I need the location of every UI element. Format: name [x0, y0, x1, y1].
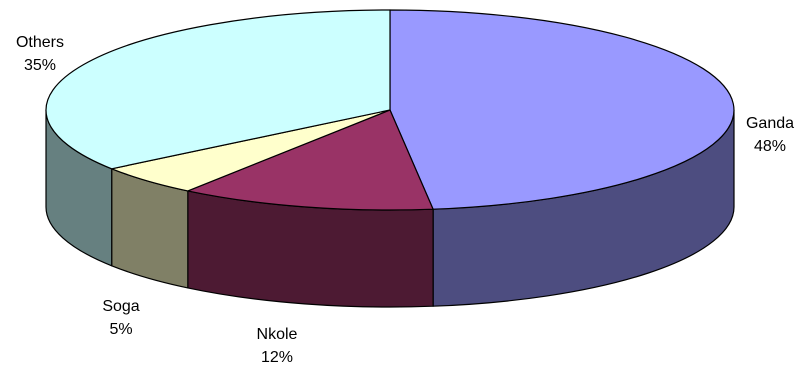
label-others-value: 35%: [24, 57, 56, 74]
pie-labels: Ganda 48% Nkole 12% Soga 5% Others 35%: [16, 34, 794, 366]
pie-tops: [45, 9, 735, 211]
label-nkole-value: 12%: [261, 349, 293, 366]
slice-ganda: [389, 9, 735, 210]
label-ganda-name: Ganda: [746, 115, 794, 132]
label-others-name: Others: [16, 34, 64, 51]
label-soga-value: 5%: [109, 321, 132, 338]
pie-sides: [45, 109, 735, 308]
label-soga-name: Soga: [102, 298, 139, 315]
slice-others: [45, 9, 391, 170]
label-ganda-value: 48%: [754, 138, 786, 155]
label-nkole-name: Nkole: [257, 326, 298, 343]
slice-nkole: [187, 109, 434, 211]
